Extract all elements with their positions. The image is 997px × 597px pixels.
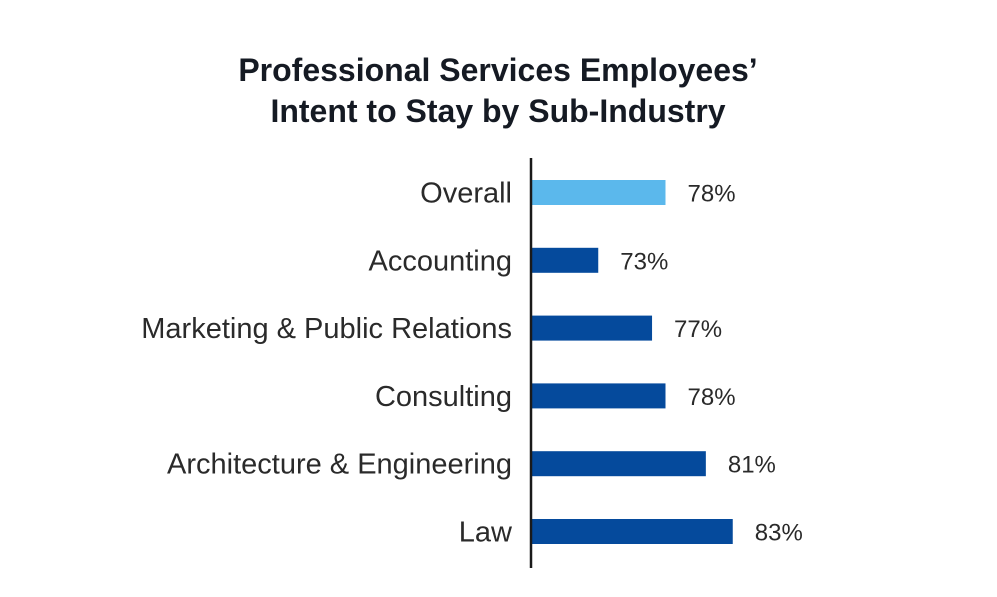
bar-law: [531, 519, 733, 544]
value-label-accounting: 73%: [620, 248, 668, 275]
bar-accounting: [531, 247, 599, 273]
bar-overall: [531, 180, 666, 205]
bar-series: Overall 78% Accounting 73% Marketing & Publi…: [141, 178, 803, 549]
value-label-overall: 78%: [688, 181, 736, 208]
value-label-law: 83%: [755, 520, 803, 547]
chart-title-line-1: Professional Services Employees’: [238, 52, 757, 88]
category-label-architecture-engineering: Architecture & Engineering: [167, 449, 512, 481]
category-label-accounting: Accounting: [369, 245, 513, 277]
value-label-consulting: 78%: [688, 384, 736, 411]
category-label-overall: Overall: [420, 178, 512, 210]
category-label-law: Law: [459, 517, 513, 549]
value-label-marketing-public-relations: 77%: [674, 316, 722, 343]
bar-marketing-public-relations: [531, 315, 653, 341]
category-label-consulting: Consulting: [375, 381, 512, 413]
chart-title-line-2: Intent to Stay by Sub-Industry: [270, 93, 725, 129]
bar-consulting: [531, 383, 666, 409]
value-label-architecture-engineering: 81%: [728, 452, 776, 479]
category-label-marketing-public-relations: Marketing & Public Relations: [141, 313, 512, 345]
bar-architecture-engineering: [531, 451, 706, 477]
